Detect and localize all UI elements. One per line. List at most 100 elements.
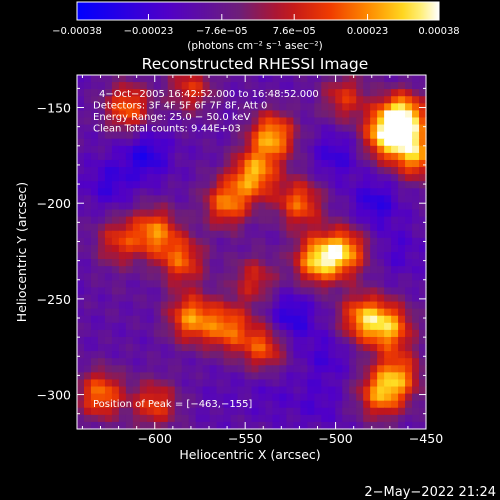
heatmap-cell bbox=[363, 407, 371, 416]
heatmap-cell bbox=[174, 145, 183, 154]
heatmap-cell bbox=[342, 287, 350, 296]
heatmap-cell bbox=[377, 329, 385, 338]
heatmap-cell bbox=[307, 358, 315, 366]
heatmap-cell bbox=[160, 308, 169, 317]
heatmap-cell bbox=[139, 145, 148, 154]
heatmap-cell bbox=[104, 103, 113, 111]
heatmap-cell bbox=[83, 188, 92, 196]
heatmap-cell bbox=[328, 209, 336, 218]
heatmap-cell bbox=[321, 209, 329, 218]
heatmap-cell bbox=[349, 358, 357, 366]
heatmap-cell bbox=[188, 138, 197, 147]
heatmap-cell bbox=[293, 358, 301, 366]
heatmap-cell bbox=[167, 124, 176, 133]
heatmap-cell bbox=[405, 230, 413, 239]
heatmap-cell bbox=[104, 365, 113, 373]
heatmap-cell bbox=[167, 407, 176, 416]
heatmap-cell bbox=[384, 96, 392, 104]
heatmap-cell bbox=[223, 167, 232, 175]
heatmap-cell bbox=[391, 407, 399, 416]
heatmap-cell bbox=[118, 259, 127, 267]
heatmap-cell bbox=[377, 159, 385, 168]
heatmap-cell bbox=[251, 259, 260, 267]
heatmap-cell bbox=[139, 131, 148, 140]
heatmap-cell bbox=[223, 315, 232, 324]
heatmap-cell bbox=[90, 372, 99, 381]
heatmap-cell bbox=[244, 266, 253, 274]
heatmap-cell bbox=[314, 414, 322, 423]
heatmap-cell bbox=[356, 259, 364, 267]
colorbar-tick-label: −0.00023 bbox=[124, 26, 174, 37]
heatmap-cell bbox=[230, 351, 239, 359]
heatmap-cell bbox=[335, 131, 343, 140]
heatmap-cell bbox=[405, 379, 413, 388]
heatmap-cell bbox=[272, 407, 281, 416]
heatmap-cell bbox=[153, 202, 162, 211]
heatmap-cell bbox=[286, 167, 294, 175]
heatmap-cell bbox=[97, 336, 106, 345]
heatmap-cell bbox=[202, 103, 211, 111]
heatmap-cell bbox=[335, 358, 343, 366]
heatmap-cell bbox=[307, 110, 315, 119]
heatmap-cell bbox=[111, 117, 120, 126]
heatmap-cell bbox=[363, 117, 371, 126]
heatmap-cell bbox=[272, 96, 281, 104]
heatmap-cell bbox=[230, 237, 239, 246]
heatmap-cell bbox=[279, 174, 287, 182]
heatmap-cell bbox=[286, 195, 294, 204]
heatmap-cell bbox=[216, 124, 225, 133]
heatmap-cell bbox=[412, 96, 420, 104]
heatmap-cell bbox=[349, 75, 357, 83]
heatmap-cell bbox=[230, 414, 239, 423]
heatmap-cell bbox=[405, 365, 413, 373]
heatmap-cell bbox=[356, 131, 364, 140]
heatmap-cell bbox=[293, 103, 301, 111]
heatmap-cell bbox=[195, 188, 204, 196]
heatmap-cell bbox=[237, 145, 246, 154]
heatmap-cell bbox=[237, 110, 246, 119]
heatmap-cell bbox=[377, 145, 385, 154]
heatmap-cell bbox=[83, 152, 92, 161]
heatmap-cell bbox=[405, 329, 413, 338]
heatmap-cell bbox=[405, 344, 413, 352]
heatmap-cell bbox=[279, 138, 287, 147]
heatmap-cell bbox=[181, 124, 190, 133]
heatmap-cell bbox=[195, 414, 204, 423]
heatmap-cell bbox=[342, 400, 350, 409]
heatmap-cell bbox=[419, 308, 427, 317]
heatmap-cell bbox=[195, 372, 204, 381]
heatmap-cell bbox=[328, 344, 336, 352]
heatmap-cell bbox=[321, 138, 329, 147]
heatmap-cell bbox=[237, 96, 246, 104]
heatmap-cell bbox=[398, 89, 406, 97]
heatmap-cell bbox=[125, 421, 134, 430]
heatmap-cell bbox=[104, 344, 113, 352]
heatmap-cell bbox=[321, 294, 329, 303]
heatmap-cell bbox=[216, 344, 225, 352]
heatmap-cell bbox=[363, 322, 371, 331]
heatmap-cell bbox=[111, 372, 120, 381]
heatmap-cell bbox=[412, 188, 420, 196]
heatmap-cell bbox=[223, 414, 232, 423]
heatmap-cell bbox=[419, 400, 427, 409]
heatmap-cell bbox=[293, 252, 301, 260]
heatmap-cell bbox=[237, 230, 246, 239]
heatmap-cell bbox=[181, 266, 190, 274]
heatmap-cell bbox=[279, 159, 287, 168]
heatmap-cell bbox=[90, 336, 99, 345]
heatmap-cell bbox=[356, 322, 364, 331]
heatmap-cell bbox=[237, 344, 246, 352]
heatmap-cell bbox=[412, 209, 420, 218]
heatmap-cell bbox=[146, 138, 155, 147]
heatmap-cell bbox=[363, 237, 371, 246]
heatmap-cell bbox=[391, 110, 399, 119]
heatmap-cell bbox=[405, 273, 413, 281]
heatmap-cell bbox=[286, 287, 294, 296]
heatmap-cell bbox=[342, 393, 350, 402]
heatmap-cell bbox=[104, 421, 113, 430]
heatmap-cell bbox=[286, 301, 294, 310]
heatmap-cell bbox=[384, 329, 392, 338]
heatmap-cell bbox=[111, 167, 120, 175]
heatmap-cell bbox=[181, 329, 190, 338]
heatmap-cell bbox=[153, 379, 162, 388]
